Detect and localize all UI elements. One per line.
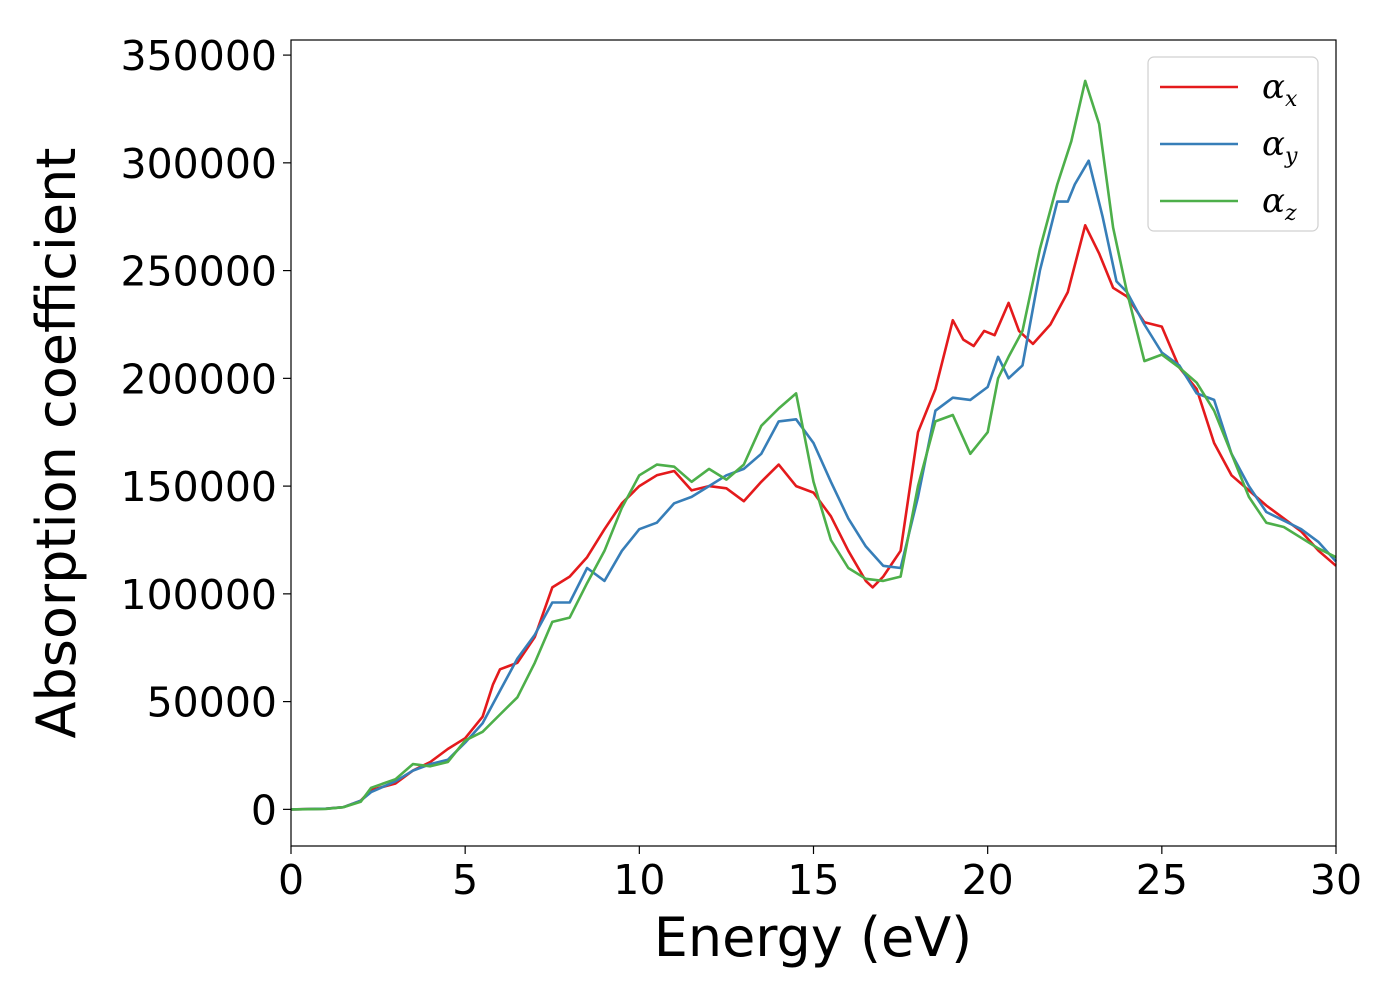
y-tick-label: 300000 <box>120 140 277 188</box>
x-tick-label: 15 <box>787 856 839 904</box>
x-tick-label: 30 <box>1310 856 1362 904</box>
legend-label-z: αz <box>1262 181 1297 226</box>
series-line-y <box>290 159 1337 811</box>
y-axis-title: Absorption coefficient <box>25 148 88 739</box>
y-axis: 0 50000 100000 150000 200000 250000 300000 3500… <box>120 32 291 834</box>
x-tick-label: 25 <box>1136 856 1188 904</box>
x-tick-label: 0 <box>278 856 304 904</box>
y-tick-label: 0 <box>251 786 277 834</box>
x-tick-label: 5 <box>452 856 478 904</box>
y-tick-label: 100000 <box>120 571 277 619</box>
legend-label-x: αx <box>1262 67 1298 112</box>
y-tick-label: 350000 <box>120 32 277 80</box>
x-tick-label: 20 <box>962 856 1014 904</box>
x-axis-title: Energy (eV) <box>654 906 973 969</box>
series-line-x <box>290 224 1337 811</box>
series-line-z <box>290 79 1337 811</box>
y-tick-label: 150000 <box>120 463 277 511</box>
y-tick-label: 50000 <box>147 679 277 727</box>
legend-label-y: αy <box>1262 124 1298 169</box>
legend: αx αy αz <box>1147 56 1319 232</box>
x-axis: 0 5 10 15 20 25 30 <box>278 846 1362 904</box>
y-tick-label: 200000 <box>120 355 277 403</box>
y-tick-label: 250000 <box>120 248 277 296</box>
x-tick-label: 10 <box>613 856 665 904</box>
series-lines <box>290 79 1337 811</box>
